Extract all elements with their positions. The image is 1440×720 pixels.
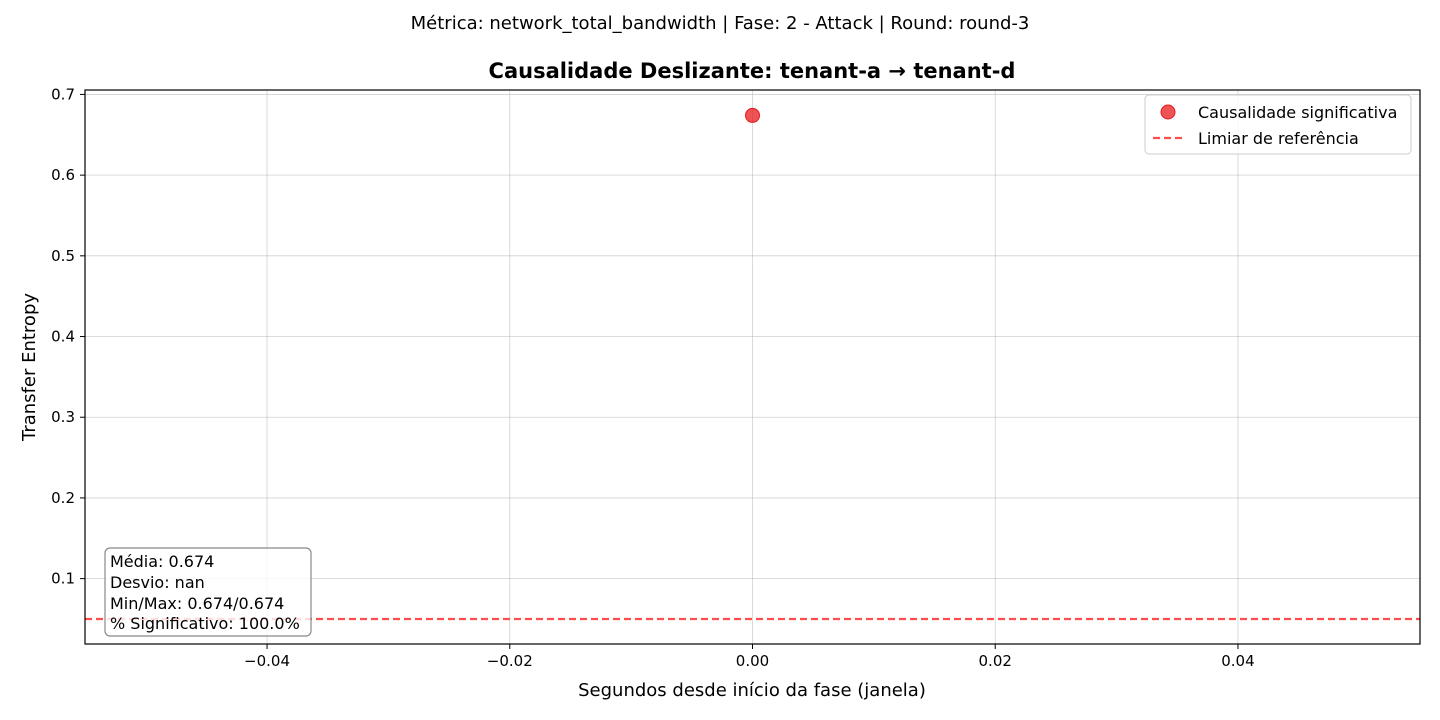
legend-marker-significant [1160,104,1176,120]
y-tick-label: 0.4 [51,328,75,346]
data-point [745,107,760,123]
stats-box: Média: 0.674 Desvio: nan Min/Max: 0.674/… [104,547,312,637]
stats-line-significant-pct: % Significativo: 100.0% [110,614,300,633]
y-tick-label: 0.2 [51,489,75,507]
y-tick-label: 0.1 [51,570,75,588]
stats-box-frame [104,547,312,637]
y-axis-ticks: 0.1 0.2 0.3 0.4 0.5 0.6 0.7 [51,85,85,588]
x-tick-label: 0.04 [1221,652,1254,670]
x-axis-label: Segundos desde início da fase (janela) [578,680,926,701]
chart-title: Causalidade Deslizante: tenant-a → tenan… [489,59,1016,83]
stats-line-mean: Média: 0.674 [110,552,214,571]
stats-line-std: Desvio: nan [110,573,205,592]
y-tick-label: 0.6 [51,166,75,184]
y-axis-label: Transfer Entropy [19,293,40,442]
x-tick-label: −0.04 [244,652,290,670]
legend-box [1144,94,1412,155]
x-tick-label: 0.00 [736,652,769,670]
x-tick-label: −0.02 [487,652,533,670]
x-axis-ticks: −0.04 −0.02 0.00 0.02 0.04 [244,644,1255,670]
scatter-points [745,107,760,123]
legend-label-significant: Causalidade significativa [1198,103,1397,122]
x-tick-label: 0.02 [979,652,1012,670]
legend-label-reference: Limiar de referência [1198,129,1359,148]
figure-suptitle: Métrica: network_total_bandwidth | Fase:… [411,13,1030,34]
stats-line-minmax: Min/Max: 0.674/0.674 [110,594,284,613]
y-tick-label: 0.5 [51,247,75,265]
y-tick-label: 0.7 [51,85,75,103]
legend: Causalidade significativa Limiar de refe… [1144,94,1412,155]
y-tick-label: 0.3 [51,408,75,426]
